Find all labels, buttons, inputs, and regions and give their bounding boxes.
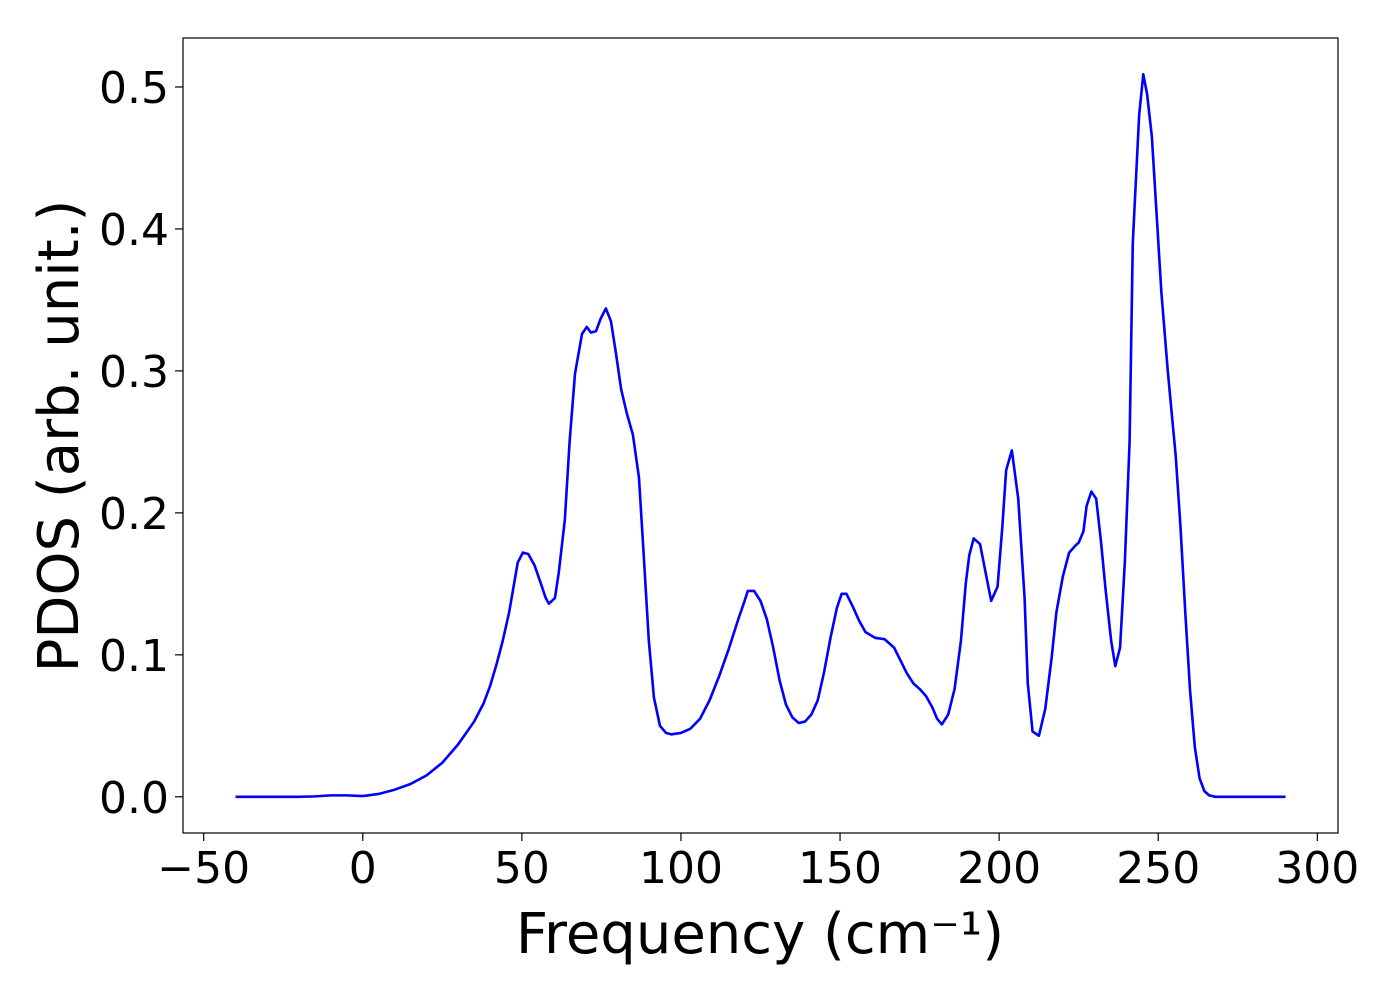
x-tick-label: 250: [1116, 843, 1200, 894]
y-tick-label: 0.0: [99, 773, 169, 824]
x-tick-label: 100: [639, 843, 723, 894]
plot-frame: [182, 37, 1339, 834]
data-line: [235, 72, 1286, 799]
x-axis-label: Frequency (cm⁻¹): [516, 902, 1004, 967]
x-tick-label: 150: [798, 843, 882, 894]
x-tick-label: 50: [494, 843, 550, 894]
y-axis-label: PDOS (arb. unit.): [27, 200, 92, 673]
y-tick-label: 0.1: [99, 631, 169, 682]
y-tick-label: 0.4: [99, 205, 169, 256]
x-tick-label: 200: [957, 843, 1041, 894]
y-tick-label: 0.2: [99, 489, 169, 540]
y-tick-label: 0.5: [99, 63, 169, 114]
x-tick-label: 0: [349, 843, 377, 894]
x-tick-label: 300: [1275, 843, 1359, 894]
y-tick-label: 0.3: [99, 347, 169, 398]
x-tick-label: −50: [157, 843, 250, 894]
